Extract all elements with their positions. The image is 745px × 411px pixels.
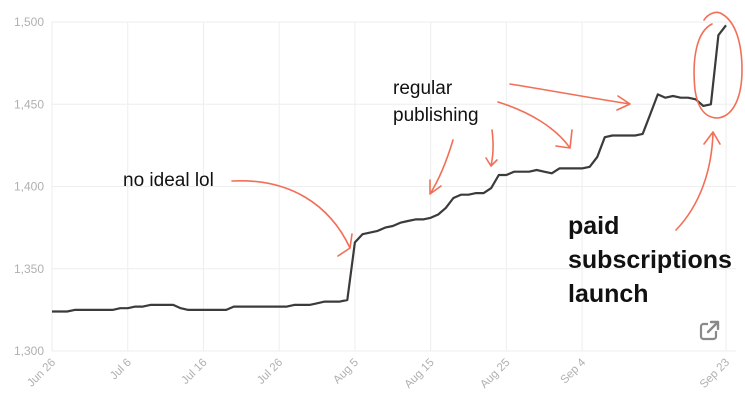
arrow-launch (675, 131, 721, 231)
arrow-publishing-far (509, 83, 631, 111)
y-tick-label: 1,450 (14, 97, 44, 111)
gridlines (51, 21, 736, 352)
annotation-publishing: publishing (393, 105, 479, 126)
y-tick-label: 1,300 (14, 344, 44, 358)
x-tick-label: Aug 15 (403, 357, 437, 391)
y-axis-ticks: 1,300 1,350 1,400 1,450 1,500 (14, 15, 44, 358)
arrow-publishing-left (429, 139, 454, 195)
annotation-subscriptions: subscriptions (568, 246, 732, 274)
x-axis-ticks: Jun 26 Jul 6 Jul 16 Jul 26 Aug 5 Aug 15 Aug 25… (25, 356, 732, 391)
x-tick-label: Jul 16 (179, 357, 209, 387)
x-tick-label: Aug 25 (478, 357, 512, 391)
subscriber-series-line (52, 24, 727, 313)
annotation-no-ideal: no ideal lol (123, 170, 214, 191)
x-tick-label: Aug 5 (331, 357, 361, 387)
y-tick-label: 1,400 (14, 180, 44, 194)
external-link-icon[interactable] (699, 320, 720, 341)
arrow-publishing-right (497, 101, 573, 149)
circle-launch (693, 11, 743, 119)
annotation-launch: launch (568, 280, 649, 308)
annotation-paid: paid (568, 212, 619, 240)
x-tick-label: Jul 26 (255, 357, 285, 387)
y-tick-label: 1,350 (14, 262, 44, 276)
x-tick-label: Sep 23 (698, 357, 732, 391)
x-tick-label: Jun 26 (25, 357, 58, 390)
arrow-no-ideal (231, 180, 353, 257)
annotation-layer: no ideal lol regular publishing paid sub… (123, 11, 743, 308)
y-tick-label: 1,500 (14, 15, 44, 29)
annotation-regular: regular (393, 78, 453, 99)
arrow-publishing-down (485, 129, 498, 167)
x-tick-label: Sep 4 (558, 356, 588, 386)
x-tick-label: Jul 6 (108, 357, 134, 383)
